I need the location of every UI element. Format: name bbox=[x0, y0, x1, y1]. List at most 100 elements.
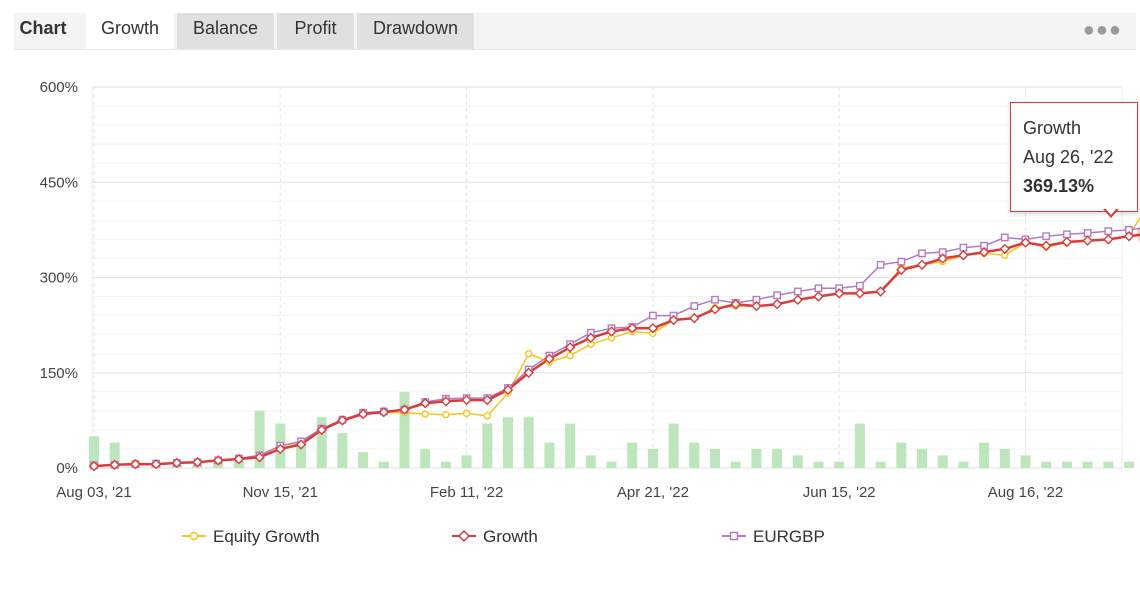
growth-point bbox=[771, 298, 783, 310]
legend-label: Equity Growth bbox=[213, 527, 320, 546]
volume-bar bbox=[813, 461, 824, 468]
growth-point bbox=[295, 439, 307, 450]
growth-point bbox=[254, 451, 265, 463]
x-tick-label: Aug 03, '21 bbox=[56, 484, 131, 501]
volume-bar bbox=[1061, 461, 1072, 468]
tooltip-date: Aug 26, '22 bbox=[1023, 147, 1114, 167]
volume-bar bbox=[254, 410, 265, 468]
growth-point bbox=[1082, 235, 1093, 246]
growth-point bbox=[689, 312, 700, 324]
growth-point bbox=[958, 250, 969, 261]
growth-point bbox=[875, 286, 886, 297]
volume-bar bbox=[482, 423, 493, 468]
tab-chart[interactable]: Chart bbox=[14, 13, 72, 49]
volume-bar bbox=[668, 423, 679, 468]
volume-bar bbox=[792, 455, 803, 468]
growth-point bbox=[1061, 236, 1073, 248]
growth-point bbox=[1103, 234, 1114, 245]
x-tick-label: Feb 11, '22 bbox=[430, 484, 503, 501]
volume-bar bbox=[378, 461, 389, 468]
volume-bar bbox=[751, 448, 762, 468]
volume-bar bbox=[316, 417, 327, 468]
more-horizontal-icon[interactable]: ●●● bbox=[1082, 19, 1122, 41]
volume-bar bbox=[627, 442, 638, 468]
tooltip-series-name: Growth bbox=[1023, 118, 1082, 138]
eurgbp-point bbox=[959, 243, 968, 252]
series-line bbox=[93, 233, 1140, 468]
tab-drawdown[interactable]: Drawdown bbox=[357, 13, 474, 49]
volume-bar bbox=[896, 442, 907, 468]
volume-bar bbox=[1020, 455, 1031, 468]
growth-point bbox=[896, 264, 907, 276]
volume-bar bbox=[420, 448, 431, 468]
volume-bar bbox=[710, 448, 720, 468]
growth-point bbox=[709, 304, 721, 315]
volume-bar bbox=[440, 461, 451, 468]
eurgbp-point bbox=[690, 302, 699, 310]
legend-marker bbox=[189, 531, 199, 541]
equity-growth-point bbox=[421, 410, 429, 418]
equity-growth-point bbox=[483, 412, 491, 420]
eurgbp-point bbox=[897, 257, 906, 266]
x-tick-label: Aug 16, '22 bbox=[988, 484, 1063, 501]
growth-point bbox=[109, 459, 120, 471]
y-tick-label: 600% bbox=[40, 79, 78, 96]
volume-bar bbox=[999, 448, 1010, 468]
volume-bar bbox=[109, 442, 120, 468]
y-tick-label: 300% bbox=[40, 270, 78, 287]
growth-point bbox=[937, 253, 948, 264]
volume-bar bbox=[647, 448, 658, 468]
eurgbp-point bbox=[773, 291, 782, 300]
legend-label: EURGBP bbox=[753, 527, 825, 546]
chart-tooltip: Growth Aug 26, '22 369.13% bbox=[1010, 102, 1138, 212]
growth-point bbox=[647, 323, 659, 334]
volume-bar bbox=[958, 461, 969, 468]
eurgbp-point bbox=[1062, 230, 1071, 239]
growth-point bbox=[606, 326, 617, 337]
volume-bar bbox=[772, 448, 783, 468]
volume-bar bbox=[296, 442, 306, 468]
growth-point bbox=[1123, 230, 1135, 242]
y-tick-label: 0% bbox=[56, 460, 78, 477]
eurgbp-point bbox=[814, 284, 823, 293]
growth-point bbox=[502, 384, 514, 396]
eurgbp-point bbox=[1083, 229, 1092, 237]
volume-bar bbox=[585, 455, 596, 468]
volume-bar bbox=[937, 455, 948, 468]
volume-bar bbox=[1082, 461, 1093, 468]
growth-point bbox=[916, 259, 928, 271]
tab-balance[interactable]: Balance bbox=[177, 13, 274, 49]
volume-bar bbox=[523, 417, 534, 468]
tab-growth[interactable]: Growth bbox=[86, 13, 174, 49]
tab-profit[interactable]: Profit bbox=[277, 13, 354, 49]
volume-bar bbox=[834, 461, 845, 468]
legend-marker bbox=[729, 531, 739, 541]
volume-bar bbox=[358, 452, 369, 468]
volume-bar bbox=[730, 461, 741, 468]
volume-bar bbox=[854, 423, 865, 468]
growth-point bbox=[523, 367, 534, 378]
growth-point bbox=[668, 314, 679, 326]
eurgbp-point bbox=[793, 287, 802, 296]
volume-bar bbox=[399, 391, 410, 468]
volume-bar bbox=[917, 448, 927, 468]
growth-point bbox=[1040, 240, 1052, 251]
volume-bar bbox=[875, 461, 886, 468]
volume-bar bbox=[565, 423, 576, 468]
series-line bbox=[93, 227, 1140, 467]
eurgbp-point bbox=[856, 281, 864, 290]
growth-point bbox=[192, 457, 203, 468]
legend-marker bbox=[457, 529, 471, 543]
growth-point bbox=[88, 460, 100, 472]
volume-bar bbox=[89, 436, 99, 468]
growth-point bbox=[337, 415, 348, 426]
growth-point bbox=[813, 291, 824, 302]
growth-point bbox=[130, 458, 141, 470]
eurgbp-point bbox=[1042, 232, 1051, 241]
volume-bar bbox=[1041, 461, 1052, 468]
volume-bar bbox=[606, 461, 617, 468]
equity-growth-point bbox=[442, 410, 450, 419]
growth-point bbox=[978, 246, 990, 258]
equity-growth-point bbox=[566, 351, 574, 360]
growth-point bbox=[544, 353, 555, 365]
